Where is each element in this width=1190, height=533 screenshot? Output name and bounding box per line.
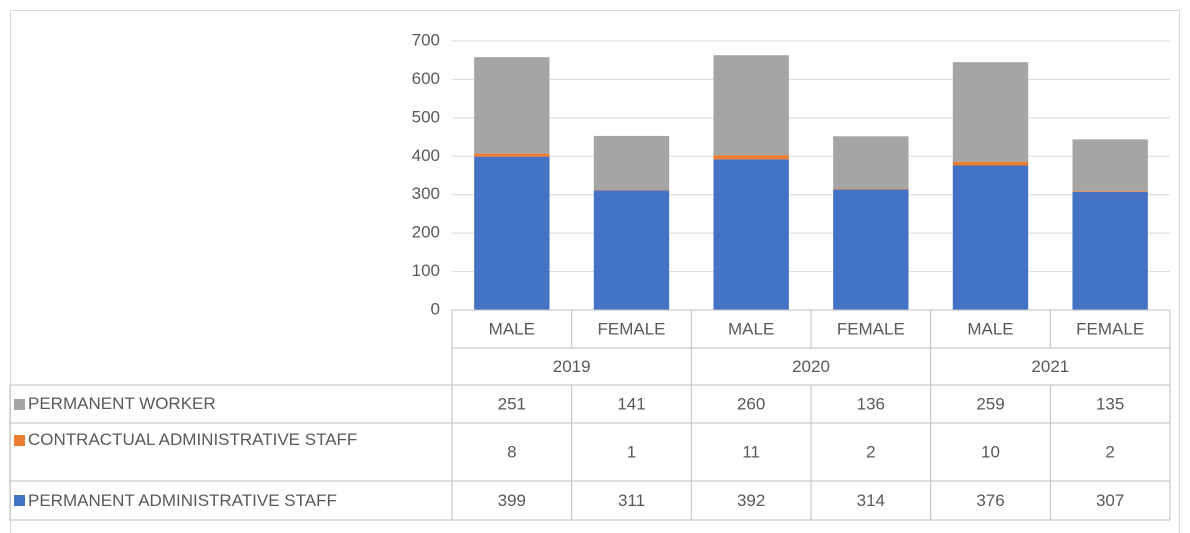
table-value: 2 xyxy=(866,442,875,461)
x-tick-label: MALE xyxy=(489,319,535,338)
legend-entry: CONTRACTUAL ADMINISTRATIVE STAFF xyxy=(14,423,448,481)
bar-segment xyxy=(833,188,909,190)
y-tick-label: 600 xyxy=(412,69,440,88)
x-tick-label: MALE xyxy=(728,319,774,338)
x-tick-label: FEMALE xyxy=(597,319,665,338)
x-tick-label: FEMALE xyxy=(1076,319,1144,338)
table-value: 2 xyxy=(1105,442,1114,461)
x-tick-label: FEMALE xyxy=(837,319,905,338)
y-tick-label: 100 xyxy=(412,261,440,280)
table-value: 392 xyxy=(737,491,765,510)
y-tick-label: 400 xyxy=(412,146,440,165)
bar-segment xyxy=(1072,192,1148,310)
table-value: 399 xyxy=(498,491,526,510)
table-value: 8 xyxy=(507,442,516,461)
legend-key xyxy=(14,495,25,506)
table-value: 136 xyxy=(857,394,885,413)
legend-label: CONTRACTUAL ADMINISTRATIVE STAFF xyxy=(28,430,358,449)
legend-key xyxy=(14,398,25,410)
table-value: 260 xyxy=(737,394,765,413)
bar-segment xyxy=(1072,191,1148,193)
bar-segment xyxy=(713,155,789,160)
table-value: 307 xyxy=(1096,491,1124,510)
group-label: 2021 xyxy=(1031,357,1069,376)
bar-segment xyxy=(713,55,789,156)
table-value: 314 xyxy=(857,491,885,510)
y-tick-label: 500 xyxy=(412,107,440,126)
bar-segment xyxy=(952,165,1029,310)
y-tick-label: 300 xyxy=(412,184,440,203)
chart-frame xyxy=(10,10,1180,533)
bar-segment xyxy=(593,135,670,191)
legend-label: PERMANENT ADMINISTRATIVE STAFF xyxy=(28,490,337,510)
x-tick-label: MALE xyxy=(967,319,1013,338)
group-label: 2019 xyxy=(553,357,591,376)
y-tick-label: 700 xyxy=(412,30,440,49)
bar-segment xyxy=(474,57,550,154)
legend-entry: PERMANENT ADMINISTRATIVE STAFF xyxy=(14,481,448,520)
table-value: 11 xyxy=(742,442,760,461)
y-tick-label: 0 xyxy=(431,299,440,318)
table-value: 10 xyxy=(981,442,1000,461)
bar-segment xyxy=(474,153,550,157)
group-label: 2020 xyxy=(792,357,830,376)
bar-segment xyxy=(952,161,1029,166)
table-value: 251 xyxy=(498,394,526,413)
y-tick-label: 200 xyxy=(412,223,440,242)
table-value: 259 xyxy=(976,394,1004,413)
bar-segment xyxy=(474,156,550,310)
bar-segment xyxy=(833,189,909,310)
legend-entry: PERMANENT WORKER xyxy=(14,385,448,423)
legend-label: PERMANENT WORKER xyxy=(28,394,216,413)
bar-segment xyxy=(593,190,670,310)
table-value: 141 xyxy=(617,394,645,413)
table-value: 1 xyxy=(627,442,636,461)
table-value: 311 xyxy=(618,491,645,510)
bar-segment xyxy=(833,136,909,189)
bar-segment xyxy=(952,62,1029,162)
legend-key xyxy=(14,435,25,446)
table-value: 376 xyxy=(976,491,1004,510)
bar-segment xyxy=(713,159,789,310)
bar-segment xyxy=(1072,139,1148,192)
table-value: 135 xyxy=(1096,394,1124,413)
